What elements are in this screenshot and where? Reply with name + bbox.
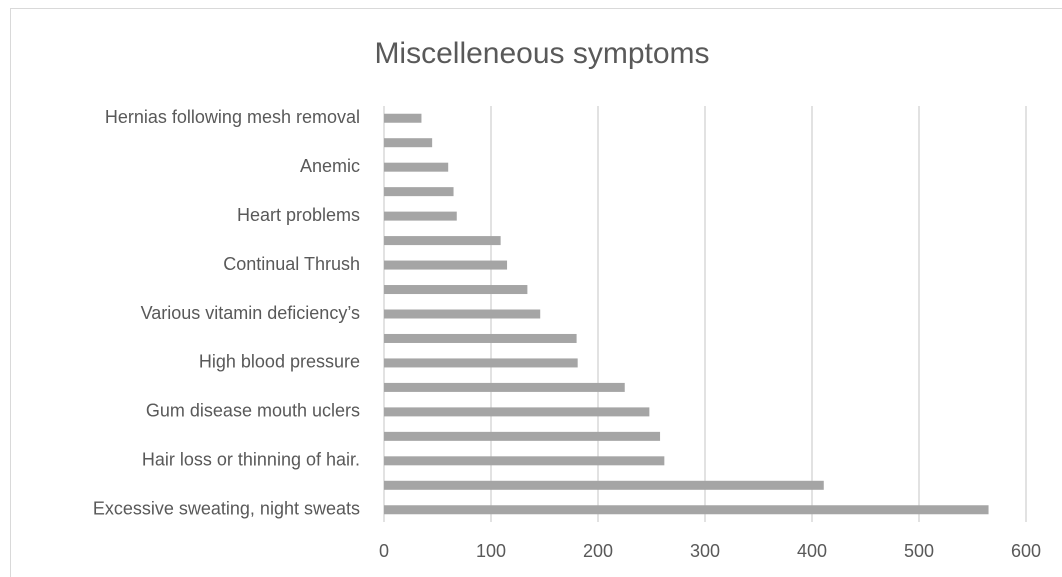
x-tick-label: 600 bbox=[1011, 541, 1041, 561]
bar bbox=[384, 456, 665, 466]
chart-title: Miscelleneous symptoms bbox=[374, 37, 709, 70]
bar bbox=[384, 285, 528, 295]
bar bbox=[384, 138, 433, 148]
x-tick-label: 100 bbox=[476, 541, 506, 561]
bar bbox=[384, 113, 422, 123]
y-tick-label: Gum disease mouth uclers bbox=[146, 401, 360, 421]
bar bbox=[384, 260, 508, 270]
bar bbox=[384, 162, 449, 172]
bar bbox=[384, 309, 541, 319]
x-tick-label: 200 bbox=[583, 541, 613, 561]
bar bbox=[384, 187, 454, 197]
y-tick-label: High blood pressure bbox=[199, 352, 360, 372]
bar bbox=[384, 236, 501, 246]
y-tick-label: Hair loss or thinning of hair. bbox=[142, 450, 360, 470]
bar bbox=[384, 480, 824, 490]
bar bbox=[384, 211, 457, 221]
y-tick-label: Hernias following mesh removal bbox=[105, 107, 360, 127]
chart-frame bbox=[10, 8, 1062, 577]
bar bbox=[384, 407, 650, 417]
x-tick-label: 0 bbox=[379, 541, 389, 561]
y-tick-label: Excessive sweating, night sweats bbox=[93, 499, 360, 519]
bar bbox=[384, 333, 577, 343]
y-tick-label: Heart problems bbox=[237, 205, 360, 225]
y-tick-label: Continual Thrush bbox=[223, 254, 360, 274]
x-tick-label: 300 bbox=[690, 541, 720, 561]
y-tick-label: Anemic bbox=[300, 156, 360, 176]
bar bbox=[384, 505, 989, 515]
x-tick-label: 400 bbox=[797, 541, 827, 561]
bar bbox=[384, 382, 625, 392]
y-tick-label: Various vitamin deficiency’s bbox=[141, 303, 360, 323]
x-tick-label: 500 bbox=[904, 541, 934, 561]
bar bbox=[384, 431, 661, 441]
bar bbox=[384, 358, 578, 368]
